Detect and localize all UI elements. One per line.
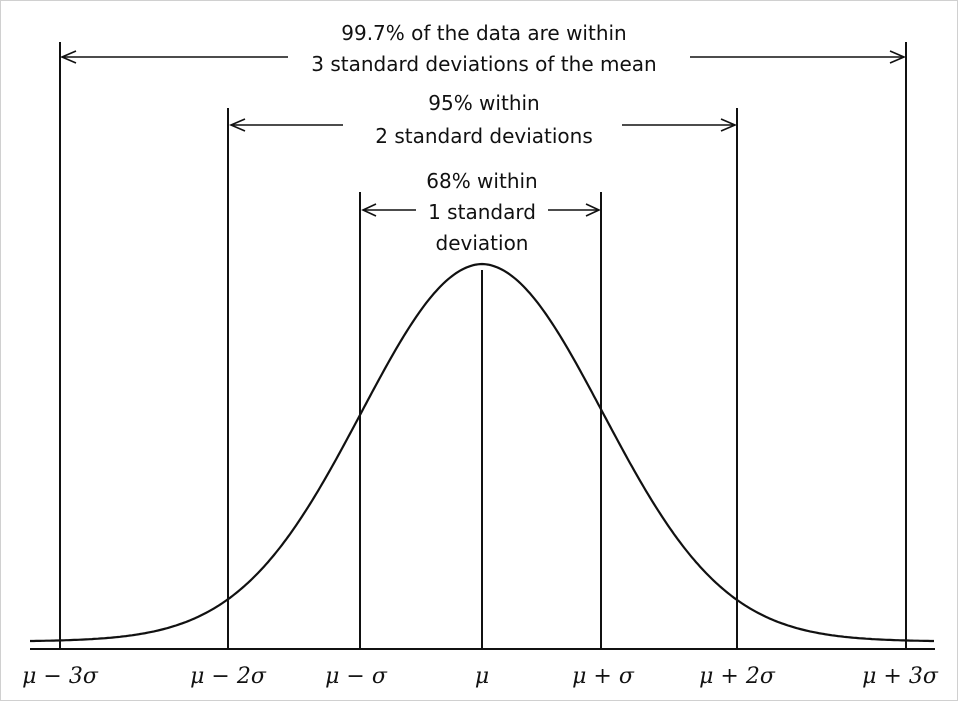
arrow-three-sigma-right (690, 50, 907, 64)
arrow-three-sigma-left (59, 50, 288, 64)
arrow-one-sigma-left (361, 203, 416, 217)
arrow-two-sigma-left (228, 118, 343, 132)
one-sigma-label-line2: 1 standard (428, 200, 536, 224)
bell-curve (30, 262, 934, 643)
three-sigma-label-line1: 99.7% of the data are within (341, 21, 626, 45)
tick-label-plus-1sigma: μ + σ (572, 664, 635, 689)
tick-label-minus-2sigma: μ − 2σ (190, 664, 267, 689)
two-sigma-label-line2: 2 standard deviations (375, 124, 593, 148)
one-sigma-label-line3: deviation (436, 231, 529, 255)
tick-label-plus-2sigma: μ + 2σ (699, 664, 776, 689)
tick-label-minus-1sigma: μ − σ (325, 664, 388, 689)
three-sigma-label-line2: 3 standard deviations of the mean (311, 52, 656, 76)
one-sigma-label-line1: 68% within (426, 169, 537, 193)
tick-label-minus-3sigma: μ − 3σ (22, 664, 99, 689)
tick-label-plus-3sigma: μ + 3σ (862, 664, 939, 689)
two-sigma-label-line1: 95% within (428, 91, 539, 115)
tick-label-mean: μ (475, 664, 489, 689)
arrow-two-sigma-right (622, 118, 738, 132)
arrow-one-sigma-right (548, 203, 601, 217)
